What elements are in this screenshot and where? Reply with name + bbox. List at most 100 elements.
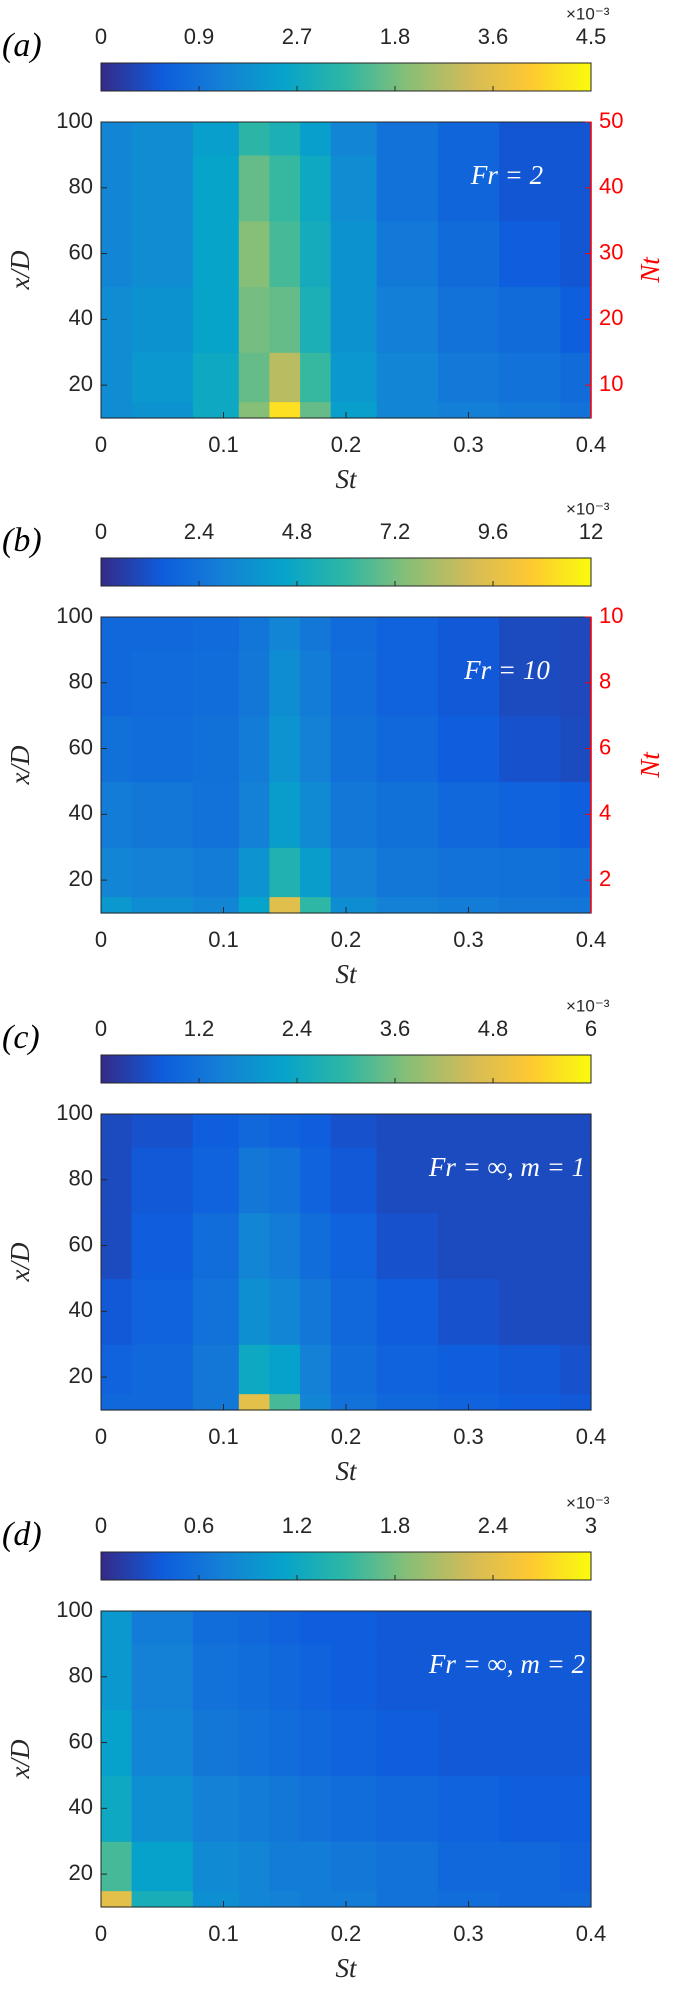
- colorbar-tick-label: 2.4: [478, 1513, 509, 1538]
- heat-cell: [330, 401, 378, 419]
- panel: (c) 0 1.2 2.4 3.6 4.8 6×10⁻³ 0 0.1 0.2 0.3 0.4 20 40 6…: [2, 996, 610, 1486]
- y-tick-label: 80: [69, 174, 93, 199]
- x-tick-label: 0.4: [576, 927, 607, 952]
- heat-cell: [238, 1146, 271, 1214]
- y-tick-label: 60: [69, 1728, 93, 1753]
- heat-cell: [437, 1890, 500, 1908]
- heat-cell: [376, 896, 439, 914]
- heat-cell: [238, 1775, 271, 1842]
- heat-cell: [560, 617, 592, 651]
- heat-cell: [131, 122, 194, 156]
- heat-cell: [437, 1146, 500, 1214]
- heat-cell: [437, 1212, 500, 1280]
- heat-cell: [376, 220, 439, 288]
- heat-cell: [131, 1393, 194, 1411]
- heat-cell: [131, 1114, 194, 1148]
- heat-cell: [131, 1611, 194, 1645]
- heat-cell: [499, 1775, 561, 1842]
- heat-cell: [192, 154, 240, 222]
- heat-cell: [300, 1344, 332, 1395]
- heat-cell: [376, 649, 439, 717]
- x-tick-label: 0.4: [576, 1921, 607, 1946]
- heat-cell: [499, 1393, 561, 1411]
- heat-cell: [300, 1146, 332, 1214]
- heat-cell: [437, 352, 500, 403]
- y-tick-label: 60: [69, 1231, 93, 1256]
- heat-cell: [192, 1212, 240, 1280]
- x-tick-label: 0.2: [331, 1921, 362, 1946]
- heat-cell: [238, 1114, 271, 1148]
- heat-cell: [300, 1890, 332, 1908]
- heat-cell: [437, 715, 500, 783]
- heat-cell: [101, 122, 133, 156]
- heat-cell: [192, 847, 240, 898]
- heat-cell: [269, 781, 301, 848]
- heat-cell: [376, 847, 439, 898]
- heat-cell: [499, 1344, 561, 1395]
- heat-cell: [330, 220, 378, 288]
- heat-cell: [131, 1212, 194, 1280]
- heat-cell: [192, 122, 240, 156]
- heat-cell: [192, 1709, 240, 1777]
- x-axis-label: St: [335, 1456, 358, 1486]
- heat-cell: [499, 1841, 561, 1892]
- x-tick-label: 0: [95, 432, 107, 457]
- colorbar-tick-label: 4.8: [282, 519, 313, 544]
- heat-cell: [269, 401, 301, 419]
- heat-cell: [300, 154, 332, 222]
- heat-cell: [192, 1393, 240, 1411]
- heat-cell: [192, 617, 240, 651]
- heat-cell: [376, 122, 439, 156]
- y-tick-label: 60: [69, 734, 93, 759]
- heat-cell: [560, 122, 592, 156]
- heat-cell: [238, 1709, 271, 1777]
- x-tick-label: 0.4: [576, 1424, 607, 1449]
- y2-tick-label: 20: [599, 305, 623, 330]
- heat-cell: [101, 896, 133, 914]
- heat-cell: [269, 1775, 301, 1842]
- heat-cell: [300, 715, 332, 783]
- heat-cell: [437, 1775, 500, 1842]
- heat-cell: [376, 1643, 439, 1711]
- heat-cell: [560, 352, 592, 403]
- colorbar-tick-label: 2.4: [282, 1016, 313, 1041]
- heat-cell: [131, 1278, 194, 1345]
- colorbar-tick-label: 1.2: [282, 1513, 313, 1538]
- heat-cell: [300, 781, 332, 848]
- colorbar-tick-label: 12: [579, 519, 603, 544]
- heat-cell: [131, 649, 194, 717]
- heat-cell: [376, 1841, 439, 1892]
- heat-cell: [101, 847, 133, 898]
- heat-cell: [238, 649, 271, 717]
- heat-cell: [300, 352, 332, 403]
- heat-cell: [300, 1643, 332, 1711]
- y2-tick-label: 4: [599, 800, 611, 825]
- colorbar-tick-label: 4.5: [576, 24, 607, 49]
- heat-cell: [376, 401, 439, 419]
- y-tick-label: 100: [56, 603, 93, 628]
- heat-cell: [101, 1841, 133, 1892]
- heat-cell: [437, 220, 500, 288]
- heat-cell: [101, 1393, 133, 1411]
- heat-cell: [101, 617, 133, 651]
- x-tick-label: 0: [95, 1921, 107, 1946]
- x-tick-label: 0.1: [208, 1921, 239, 1946]
- y-tick-label: 40: [69, 800, 93, 825]
- heat-cell: [269, 1643, 301, 1711]
- heat-cell: [499, 154, 561, 222]
- heat-cell: [300, 1393, 332, 1411]
- heat-cell: [192, 1611, 240, 1645]
- heat-cell: [437, 1114, 500, 1148]
- panel-label: (c): [2, 1019, 40, 1056]
- y-tick-label: 80: [69, 669, 93, 694]
- heat-cell: [560, 1146, 592, 1214]
- heat-cell: [131, 1890, 194, 1908]
- heat-cell: [269, 122, 301, 156]
- heat-cell: [300, 1709, 332, 1777]
- heat-cell: [330, 1611, 378, 1645]
- heat-cell: [101, 1611, 133, 1645]
- heat-cell: [437, 1344, 500, 1395]
- heat-cell: [131, 1643, 194, 1711]
- heat-cell: [269, 154, 301, 222]
- heat-cell: [192, 352, 240, 403]
